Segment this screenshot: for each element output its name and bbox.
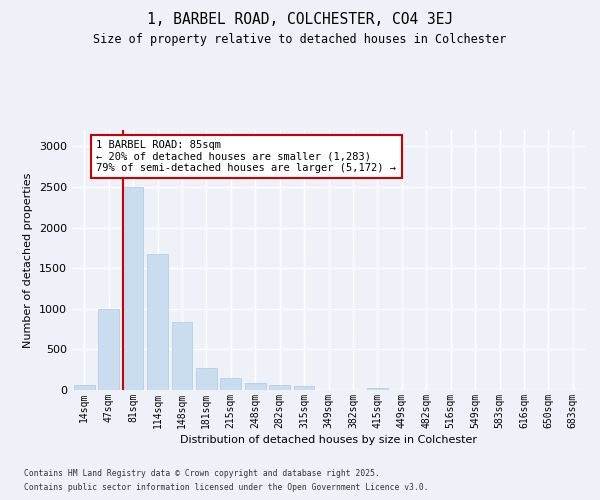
Bar [245, 383, 266, 390]
Bar [172, 322, 193, 390]
Bar [269, 384, 290, 390]
Bar [122, 187, 143, 390]
Bar [367, 388, 388, 390]
Text: Contains public sector information licensed under the Open Government Licence v3: Contains public sector information licen… [24, 484, 428, 492]
Bar [147, 254, 168, 390]
Bar [74, 385, 95, 390]
Text: 1, BARBEL ROAD, COLCHESTER, CO4 3EJ: 1, BARBEL ROAD, COLCHESTER, CO4 3EJ [147, 12, 453, 28]
Y-axis label: Number of detached properties: Number of detached properties [23, 172, 34, 348]
Bar [220, 378, 241, 390]
X-axis label: Distribution of detached houses by size in Colchester: Distribution of detached houses by size … [180, 435, 477, 445]
Text: Size of property relative to detached houses in Colchester: Size of property relative to detached ho… [94, 32, 506, 46]
Bar [196, 368, 217, 390]
Bar [293, 386, 314, 390]
Text: 1 BARBEL ROAD: 85sqm
← 20% of detached houses are smaller (1,283)
79% of semi-de: 1 BARBEL ROAD: 85sqm ← 20% of detached h… [97, 140, 397, 173]
Text: Contains HM Land Registry data © Crown copyright and database right 2025.: Contains HM Land Registry data © Crown c… [24, 468, 380, 477]
Bar [98, 308, 119, 390]
